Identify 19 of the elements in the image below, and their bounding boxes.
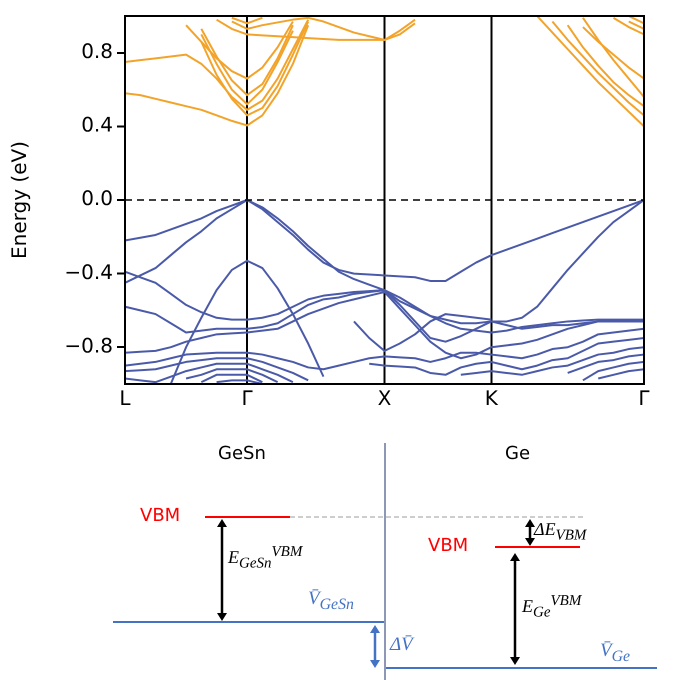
text: ΔE$_{VBM}$ xyxy=(534,519,586,545)
text: ΔV̄ xyxy=(390,634,413,657)
text: Ge xyxy=(505,443,530,465)
x-tick-label: X xyxy=(378,386,392,410)
y-tick-label: 0.8 xyxy=(81,39,113,64)
y-tick-label: 0.4 xyxy=(81,112,113,137)
x-tick-label: K xyxy=(484,386,499,410)
y-axis-title: Energy (eV) xyxy=(7,141,32,259)
y-tick-label: 0.0 xyxy=(81,186,113,210)
x-tick-label: Γ xyxy=(242,386,254,410)
text: V̄$_{GeSn}$ xyxy=(308,588,354,615)
text: VBM xyxy=(140,505,180,527)
y-tick-label: −0.4 xyxy=(64,260,113,284)
text: GeSn xyxy=(218,443,266,465)
x-tick-label: L xyxy=(119,386,132,410)
text: VBM xyxy=(428,535,468,557)
text: V̄$_{Ge}$ xyxy=(600,640,630,667)
y-tick-label: −0.8 xyxy=(64,333,113,358)
x-tick-label: Γ xyxy=(638,386,650,410)
